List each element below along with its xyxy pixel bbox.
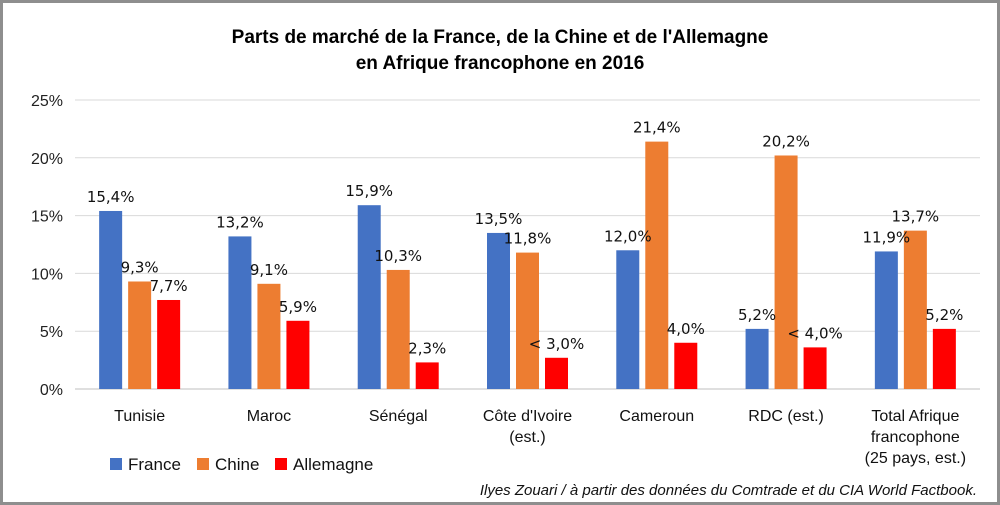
- bar-france: [874, 251, 898, 389]
- source-note-text: Ilyes Zouari / à partir des données du C…: [480, 482, 977, 499]
- legend-swatch: [110, 458, 122, 470]
- data-label: 13,5%: [475, 210, 523, 228]
- data-label: 2,3%: [408, 339, 446, 357]
- y-tick-label: 0%: [40, 382, 63, 399]
- data-labels: 15,4% 9,3%7,7% 13,2% 9,1% 5,9% 15,9% 10,3% 2,3%…: [87, 119, 964, 358]
- data-label: < 4,0%: [787, 324, 842, 342]
- x-category-label: (est.): [509, 429, 545, 446]
- data-label: 13,7%: [892, 208, 940, 226]
- y-tick-label: 25%: [31, 93, 63, 110]
- bar-france: [99, 210, 123, 389]
- bars: [99, 141, 956, 389]
- y-axis-ticks: 0% 5% 10% 15% 20% 25%: [31, 93, 63, 399]
- y-tick-label: 15%: [31, 209, 63, 226]
- data-label: 12,0%: [604, 227, 652, 245]
- chart: Parts de marché de la France, de la Chin…: [31, 27, 980, 499]
- x-category-label: francophone: [871, 429, 960, 446]
- data-label: 5,2%: [925, 306, 963, 324]
- bar-allemagne: [803, 347, 827, 389]
- y-tick-label: 20%: [31, 151, 63, 168]
- chart-title-line: Parts de marché de la France, de la Chin…: [232, 27, 769, 48]
- x-category-label: (25 pays, est.): [865, 450, 966, 467]
- chart-title-line: en Afrique francophone en 2016: [356, 53, 645, 74]
- data-label: 10,3%: [374, 247, 422, 265]
- data-label: 20,2%: [762, 132, 810, 150]
- bar-allemagne: [157, 299, 181, 389]
- legend-swatch: [275, 458, 287, 470]
- legend: France Chine Allemagne: [110, 455, 373, 474]
- data-label: 21,4%: [633, 119, 681, 137]
- legend-label: France: [128, 455, 181, 474]
- y-tick-label: 5%: [40, 324, 63, 341]
- bar-france: [487, 232, 510, 389]
- bar-france: [357, 205, 381, 389]
- data-label: 9,3%: [121, 258, 159, 276]
- data-label: 5,2%: [738, 306, 776, 324]
- bar-allemagne: [286, 320, 310, 389]
- bar-allemagne: [674, 342, 698, 389]
- bar-france: [616, 250, 640, 389]
- data-label: 7,7%: [150, 277, 188, 295]
- bar-chine: [516, 252, 539, 389]
- y-tick-label: 10%: [31, 266, 63, 283]
- x-category-label: Côte d'Ivoire: [483, 408, 572, 425]
- x-axis-categories: Tunisie Maroc Sénégal Côte d'Ivoire (est.) Ca…: [114, 408, 966, 467]
- data-label: 9,1%: [250, 261, 288, 279]
- chart-title: Parts de marché de la France, de la Chin…: [232, 27, 769, 74]
- data-label: 4,0%: [667, 320, 705, 338]
- bar-allemagne: [932, 328, 956, 389]
- data-label: 15,4%: [87, 188, 135, 206]
- bar-chine: [128, 281, 152, 389]
- bar-chine: [645, 141, 669, 389]
- source-note: Ilyes Zouari / à partir des données du C…: [480, 482, 977, 499]
- legend-swatch: [197, 458, 209, 470]
- legend-label: Allemagne: [293, 455, 373, 474]
- data-label: 11,9%: [863, 228, 911, 246]
- x-category-label: Maroc: [247, 408, 291, 425]
- bar-allemagne: [415, 362, 439, 389]
- x-category-label: RDC (est.): [748, 408, 824, 425]
- x-category-label: Tunisie: [114, 408, 165, 425]
- x-category-label: Total Afrique: [871, 408, 959, 425]
- bar-chine: [386, 269, 410, 389]
- data-label: < 3,0%: [529, 335, 584, 353]
- x-category-label: Sénégal: [369, 408, 428, 425]
- bar-allemagne: [545, 357, 568, 389]
- bar-chine: [903, 230, 927, 389]
- bar-france: [228, 236, 252, 389]
- data-label: 15,9%: [345, 182, 393, 200]
- bar-chine: [774, 155, 798, 389]
- legend-label: Chine: [215, 455, 259, 474]
- bar-chine: [257, 283, 281, 389]
- data-label: 5,9%: [279, 298, 317, 316]
- x-category-label: Cameroun: [619, 408, 694, 425]
- data-label: 11,8%: [504, 230, 552, 248]
- bar-france: [745, 328, 769, 389]
- data-label: 13,2%: [216, 213, 264, 231]
